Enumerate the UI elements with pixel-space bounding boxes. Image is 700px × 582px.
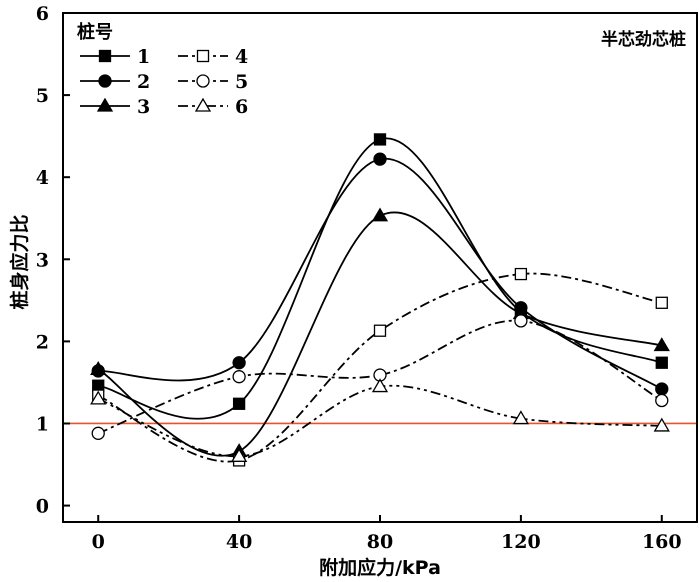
y-tick-label: 0 [36, 496, 49, 518]
legend-marker-1 [98, 49, 112, 63]
series-line-5 [97, 319, 663, 435]
data-point-series-3 [371, 207, 389, 222]
series-lines-layer [97, 137, 663, 463]
chart-annotation: 半芯劲芯桩 [601, 29, 686, 50]
x-tick-label: 40 [226, 531, 252, 553]
data-point-series-5 [655, 393, 669, 408]
data-point-series-3 [90, 361, 107, 375]
x-tick-label: 120 [501, 531, 541, 553]
data-point-series-3 [653, 337, 670, 352]
series-markers-layer [90, 133, 670, 467]
legend-marker-3 [96, 97, 114, 112]
legend-label-3: 3 [137, 96, 150, 118]
plot-frame [62, 12, 698, 523]
legend-marker-4 [196, 49, 210, 63]
data-point-series-5 [514, 314, 528, 328]
data-point-series-2 [373, 152, 387, 166]
legend-label-5: 5 [235, 71, 248, 93]
y-tick-label: 2 [36, 331, 49, 353]
series-line-2 [98, 157, 663, 390]
legend-marker-2 [98, 74, 112, 88]
data-point-series-6 [230, 448, 248, 462]
data-point-series-6 [371, 378, 389, 393]
y-tick-label: 4 [36, 167, 49, 189]
series-line-4 [97, 272, 662, 463]
legend: 桩号 1 2 3 4 5 6 [77, 21, 248, 118]
data-point-series-2 [655, 382, 669, 396]
series-line-6 [97, 384, 662, 458]
x-tick-label: 0 [92, 531, 105, 553]
y-axis-title: 桩身应力比 [8, 214, 31, 309]
x-axis-title: 附加应力/kPa [319, 556, 441, 579]
data-point-series-1 [373, 133, 387, 146]
data-point-series-4 [373, 324, 387, 337]
data-point-series-4 [514, 267, 528, 281]
legend-label-1: 1 [137, 46, 150, 68]
data-point-series-6 [90, 390, 107, 405]
data-point-series-4 [655, 296, 668, 309]
legend-label-2: 2 [137, 71, 150, 93]
legend-title: 桩号 [77, 21, 113, 43]
y-tick-label: 3 [36, 249, 49, 271]
legend-label-4: 4 [235, 46, 248, 68]
data-point-series-2 [232, 356, 246, 370]
x-tick-label: 80 [367, 531, 393, 553]
x-tick-label: 160 [642, 531, 682, 553]
legend-marker-5 [196, 74, 210, 88]
legend-label-6: 6 [235, 96, 248, 118]
data-point-series-1 [655, 356, 668, 369]
y-tick-label: 1 [36, 413, 49, 435]
ticks-layer: 0 40 80 120 160 0 1 2 3 4 5 6 [36, 3, 682, 553]
data-point-series-1 [232, 397, 246, 410]
y-tick-label: 5 [36, 85, 49, 107]
data-point-series-5 [91, 426, 105, 440]
data-point-series-6 [512, 410, 530, 425]
data-point-series-5 [232, 370, 246, 384]
legend-marker-6 [194, 97, 212, 112]
data-point-series-6 [653, 417, 670, 432]
y-tick-label: 6 [36, 3, 49, 25]
